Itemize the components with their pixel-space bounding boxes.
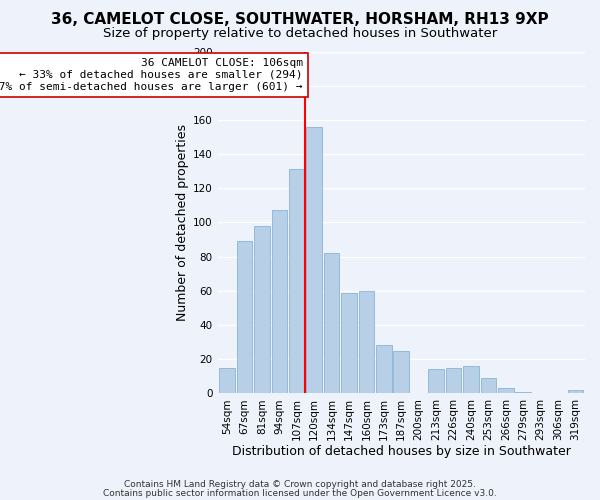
Bar bbox=[463, 366, 479, 394]
Bar bbox=[428, 370, 444, 394]
Text: Contains public sector information licensed under the Open Government Licence v3: Contains public sector information licen… bbox=[103, 488, 497, 498]
Bar bbox=[219, 368, 235, 394]
Text: Size of property relative to detached houses in Southwater: Size of property relative to detached ho… bbox=[103, 28, 497, 40]
Bar bbox=[498, 388, 514, 394]
Text: 36 CAMELOT CLOSE: 106sqm
← 33% of detached houses are smaller (294)
67% of semi-: 36 CAMELOT CLOSE: 106sqm ← 33% of detach… bbox=[0, 58, 303, 92]
Text: Contains HM Land Registry data © Crown copyright and database right 2025.: Contains HM Land Registry data © Crown c… bbox=[124, 480, 476, 489]
Bar bbox=[568, 390, 583, 394]
Bar bbox=[289, 170, 305, 394]
Bar bbox=[341, 292, 357, 394]
Bar bbox=[446, 368, 461, 394]
Bar bbox=[307, 126, 322, 394]
Bar bbox=[376, 346, 392, 394]
Bar bbox=[359, 291, 374, 394]
Bar bbox=[515, 392, 531, 394]
Bar bbox=[236, 241, 253, 394]
Y-axis label: Number of detached properties: Number of detached properties bbox=[176, 124, 189, 321]
Bar bbox=[481, 378, 496, 394]
Bar bbox=[394, 350, 409, 394]
X-axis label: Distribution of detached houses by size in Southwater: Distribution of detached houses by size … bbox=[232, 444, 571, 458]
Bar bbox=[324, 253, 340, 394]
Text: 36, CAMELOT CLOSE, SOUTHWATER, HORSHAM, RH13 9XP: 36, CAMELOT CLOSE, SOUTHWATER, HORSHAM, … bbox=[51, 12, 549, 28]
Bar bbox=[272, 210, 287, 394]
Bar bbox=[254, 226, 270, 394]
